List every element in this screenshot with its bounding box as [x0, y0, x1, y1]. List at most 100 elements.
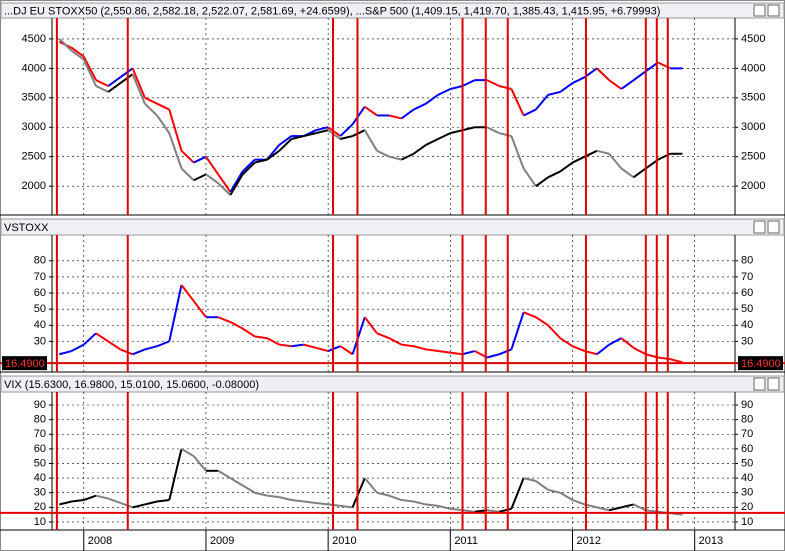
price-segment	[401, 152, 415, 161]
y-tick-label: 50	[34, 457, 46, 469]
price-segment	[181, 448, 195, 458]
price-segment	[303, 343, 317, 349]
price-segment	[192, 300, 207, 318]
price-segment	[535, 176, 549, 187]
price-segment	[279, 343, 292, 348]
x-tick-label: 2013	[699, 535, 723, 547]
y-tick-label: 20	[34, 501, 46, 513]
price-segment	[95, 332, 109, 343]
price-segment	[315, 501, 329, 506]
price-segment	[559, 82, 574, 93]
price-segment	[144, 500, 158, 506]
price-segment	[437, 350, 451, 354]
price-segment	[596, 149, 610, 155]
y-tick-label-right: 3500	[741, 92, 765, 104]
y-tick-label: 70	[34, 271, 46, 283]
price-segment	[413, 144, 427, 155]
close-button	[767, 220, 780, 234]
y-tick-label: 2500	[22, 151, 46, 163]
y-tick-label-right: 4500	[741, 33, 765, 45]
price-segment	[156, 340, 170, 348]
y-tick-label-right: 50	[741, 303, 753, 315]
price-segment	[340, 504, 353, 509]
price-segment	[120, 502, 133, 509]
price-segment	[413, 500, 427, 506]
price-segment	[425, 94, 439, 105]
price-segment	[510, 477, 525, 510]
price-segment	[608, 153, 623, 170]
y-tick-label-right: 2000	[741, 180, 765, 192]
reference-label-box	[2, 356, 47, 371]
price-segment	[217, 469, 231, 479]
price-segment	[462, 350, 476, 356]
close-button	[767, 377, 780, 391]
price-segment	[107, 497, 121, 504]
price-segment	[192, 455, 207, 472]
price-segment	[400, 108, 415, 120]
price-segment	[388, 494, 402, 501]
price-segment	[413, 102, 427, 111]
price-segment	[388, 155, 402, 161]
price-segment	[498, 85, 512, 90]
y-tick-label: 4000	[22, 62, 46, 74]
y-tick-label: 40	[34, 319, 46, 331]
y-tick-label-right: 30	[741, 487, 753, 499]
price-segment	[180, 150, 195, 164]
price-segment	[58, 38, 73, 52]
y-tick-label: 30	[34, 335, 46, 347]
price-segment	[510, 312, 525, 350]
y-tick-label: 2000	[22, 180, 46, 192]
y-tick-label: 10	[34, 516, 46, 528]
price-segment	[156, 499, 170, 503]
price-segment	[535, 94, 549, 111]
price-segment	[254, 158, 268, 164]
price-segment	[107, 340, 121, 351]
price-segment	[364, 105, 378, 117]
price-segment	[388, 114, 402, 120]
reference-label: 16.4900	[5, 358, 45, 370]
price-segment	[217, 173, 232, 193]
price-segment	[547, 170, 561, 179]
y-tick-label-right: 10	[741, 516, 753, 528]
price-segment	[425, 503, 439, 507]
price-segment	[498, 348, 512, 356]
reference-label-box	[738, 356, 783, 371]
price-segment	[376, 491, 390, 497]
price-segment	[351, 106, 366, 125]
price-segment	[351, 477, 366, 508]
price-segment	[535, 316, 549, 327]
price-segment	[266, 494, 280, 499]
price-segment	[486, 126, 500, 135]
y-tick-label-right: 40	[741, 319, 753, 331]
price-segment	[437, 504, 451, 510]
price-segment	[82, 56, 97, 81]
close-button	[767, 4, 780, 17]
price-segment	[168, 284, 183, 342]
y-tick-label-right: 90	[741, 399, 753, 411]
price-segment	[241, 161, 256, 176]
price-segment	[95, 85, 109, 93]
minimize-button	[753, 4, 766, 17]
price-segment	[363, 129, 378, 152]
price-segment	[450, 507, 463, 512]
panel-title: VSTOXX	[4, 222, 49, 234]
price-segment	[523, 477, 537, 483]
price-segment	[364, 477, 378, 494]
price-segment	[388, 337, 402, 346]
price-segment	[217, 316, 231, 323]
price-segment	[401, 343, 414, 348]
price-segment	[572, 499, 586, 506]
price-segment	[131, 73, 146, 105]
price-segment	[59, 350, 72, 356]
price-segment	[180, 167, 195, 181]
price-segment	[217, 182, 232, 196]
y-tick-label-right: 30	[741, 335, 753, 347]
price-segment	[144, 345, 158, 351]
price-segment	[71, 343, 85, 352]
price-segment	[547, 90, 561, 96]
minimize-button	[753, 377, 766, 391]
price-segment	[291, 343, 304, 348]
y-tick-label: 3000	[22, 121, 46, 133]
price-segment	[83, 494, 97, 501]
price-segment	[180, 284, 195, 302]
